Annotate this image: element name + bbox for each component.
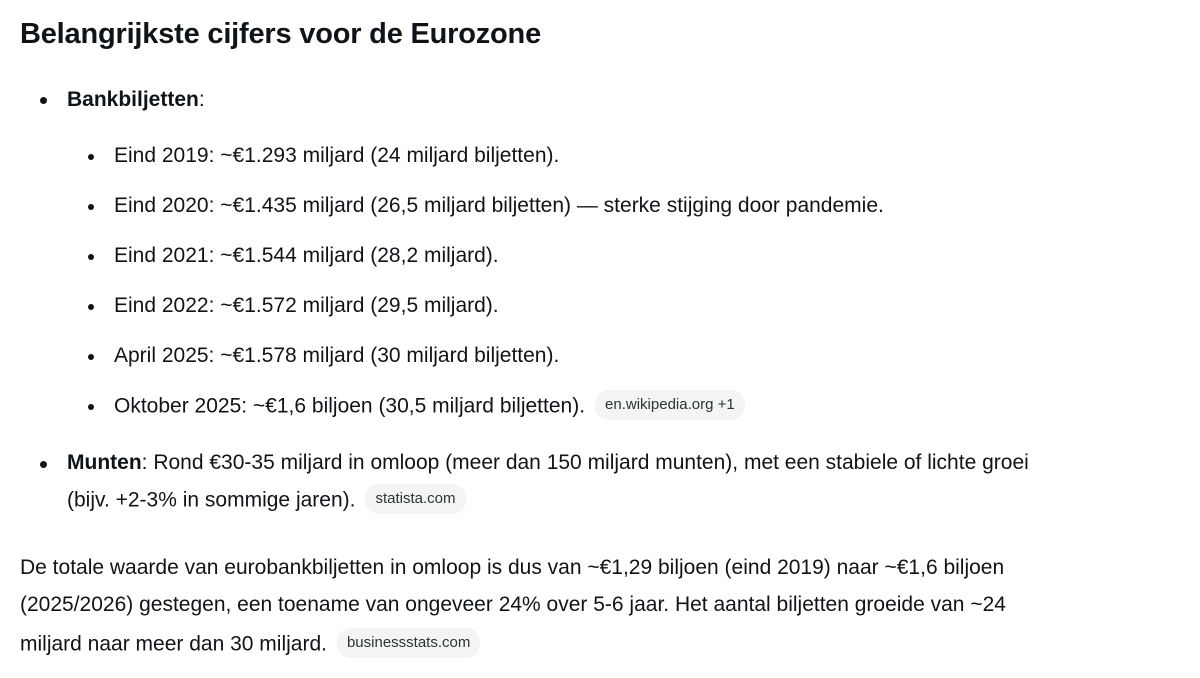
coins-line-2: (bijv. +2-3% in sommige jaren). statista.…	[67, 484, 466, 516]
list-item: April 2025: ~€1.578 miljard (30 miljard …	[114, 344, 560, 367]
list-item-text: Oktober 2025: ~€1,6 biljoen (30,5 miljar…	[114, 394, 586, 418]
bullet-icon	[88, 154, 94, 160]
banknotes-label-suffix: :	[198, 88, 205, 111]
summary-text: miljard naar meer dan 30 miljard.	[20, 632, 327, 656]
summary-line-1: De totale waarde van eurobankbiljetten i…	[20, 556, 1005, 579]
list-item: Eind 2020: ~€1.435 miljard (26,5 miljard…	[114, 194, 884, 217]
list-item: Eind 2022: ~€1.572 miljard (29,5 miljard…	[114, 294, 499, 317]
summary-line-3: miljard naar meer dan 30 miljard. busines…	[20, 628, 481, 660]
coins-text-continued: (bijv. +2-3% in sommige jaren).	[67, 488, 356, 512]
bullet-icon	[88, 354, 94, 360]
source-chip-businessstats[interactable]: businessstats.com	[336, 628, 481, 658]
coins-label: Munten	[67, 451, 142, 474]
bullet-icon	[88, 254, 94, 260]
bullet-icon	[88, 304, 94, 310]
source-chip-wikipedia[interactable]: en.wikipedia.org +1	[595, 390, 745, 420]
list-item: Eind 2021: ~€1.544 miljard (28,2 miljard…	[114, 244, 499, 267]
bullet-icon	[40, 97, 47, 104]
coins-text: : Rond €30-35 miljard in omloop (meer da…	[141, 451, 1029, 474]
banknotes-label-line: Bankbiljetten:	[67, 86, 205, 114]
list-item: Oktober 2025: ~€1,6 biljoen (30,5 miljar…	[114, 390, 745, 422]
source-chip-statista[interactable]: statista.com	[365, 484, 466, 514]
section-heading: Belangrijkste cijfers voor de Eurozone	[20, 18, 541, 50]
bullet-icon	[88, 404, 94, 410]
banknotes-label: Bankbiljetten	[67, 88, 199, 111]
summary-line-2: (2025/2026) gestegen, een toename van on…	[20, 593, 1006, 616]
bullet-icon	[40, 461, 47, 468]
list-item: Eind 2019: ~€1.293 miljard (24 miljard b…	[114, 144, 560, 167]
bullet-icon	[88, 204, 94, 210]
coins-line-1: Munten: Rond €30-35 miljard in omloop (m…	[67, 449, 1029, 477]
